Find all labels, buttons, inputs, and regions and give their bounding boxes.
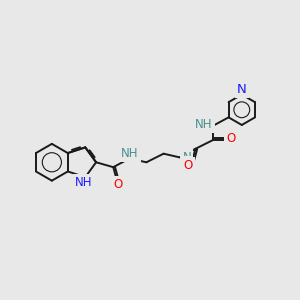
Text: N: N bbox=[237, 83, 247, 96]
Text: N: N bbox=[182, 152, 191, 164]
Text: H: H bbox=[182, 158, 191, 171]
Text: NH: NH bbox=[195, 118, 213, 131]
Text: O: O bbox=[114, 178, 123, 191]
Text: NH: NH bbox=[75, 176, 93, 189]
Text: O: O bbox=[226, 133, 235, 146]
Text: NH: NH bbox=[121, 147, 139, 160]
Text: O: O bbox=[184, 159, 193, 172]
